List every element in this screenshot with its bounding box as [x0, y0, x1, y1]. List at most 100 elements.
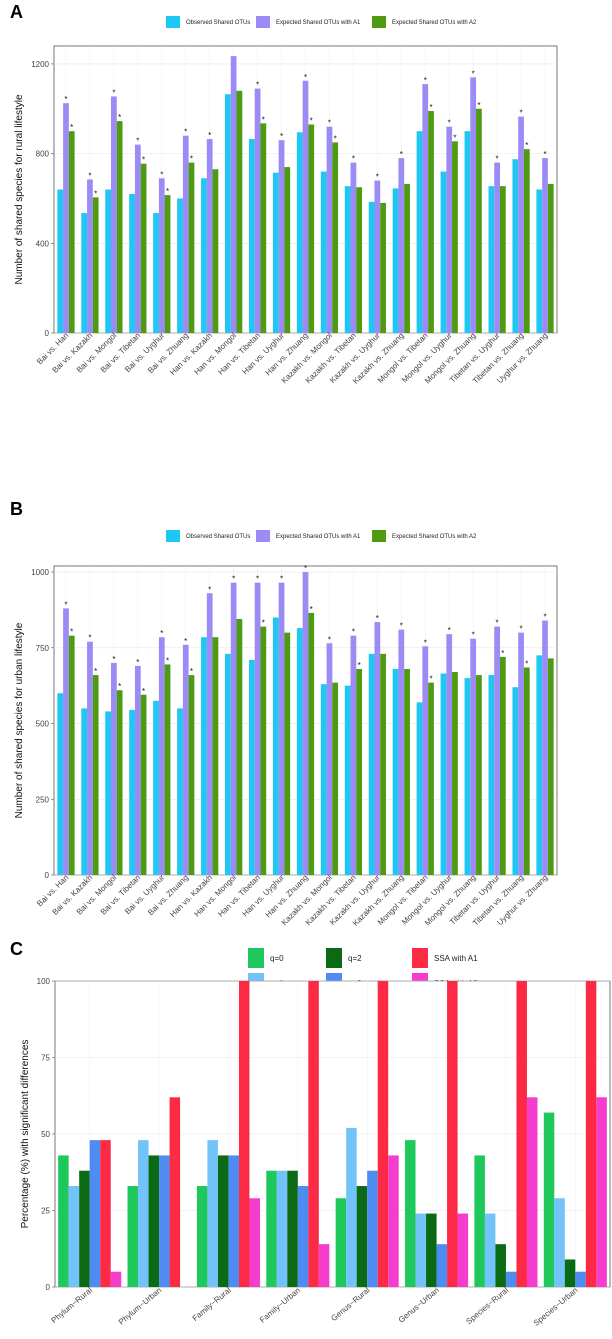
significance-star: *: [184, 128, 187, 137]
bar: [457, 1213, 469, 1287]
chart-panel-b: B Observed Shared OTUs Expected Shared OTU…: [10, 499, 558, 928]
bar: [405, 1140, 416, 1287]
significance-star: *: [448, 119, 451, 128]
bar: [416, 131, 423, 333]
bar: [356, 1186, 368, 1287]
bar: [284, 632, 291, 875]
x-tick-label: Han vs. Mongol: [192, 331, 238, 377]
bar: [254, 88, 261, 333]
significance-star: *: [208, 131, 211, 140]
bar: [536, 189, 543, 333]
bar: [368, 653, 375, 875]
bar: [254, 582, 261, 875]
bar: [404, 669, 410, 875]
legend-label: Expected Shared OTUs with A2: [392, 20, 477, 26]
bar: [278, 140, 285, 333]
bar: [494, 626, 500, 875]
bar: [105, 189, 112, 333]
bar: [238, 981, 250, 1287]
significance-star: *: [520, 625, 523, 634]
significance-star: *: [208, 585, 211, 594]
significance-star: *: [310, 605, 313, 614]
bar: [158, 637, 165, 875]
y-tick-label: 0: [46, 1283, 51, 1292]
bar: [230, 582, 237, 875]
bar: [207, 1140, 218, 1287]
significance-star: *: [496, 155, 499, 164]
y-axis-title: Number of shared species for urban lifes…: [14, 622, 25, 818]
y-axis-title: Number of shared species for rural lifes…: [14, 94, 25, 285]
significance-star: *: [520, 109, 523, 118]
bar: [585, 981, 597, 1287]
legend-label: q=2: [348, 954, 362, 963]
bar: [272, 172, 279, 333]
bar: [58, 1155, 69, 1287]
bar: [350, 635, 357, 875]
bar: [499, 656, 506, 875]
bar: [177, 708, 183, 875]
bar: [212, 169, 219, 333]
significance-star: *: [525, 659, 528, 668]
bar: [380, 653, 386, 875]
significance-star: *: [429, 675, 432, 684]
bar: [575, 1271, 586, 1287]
bar: [452, 672, 458, 875]
x-tick-label: Species−Urban: [532, 1286, 580, 1328]
bar: [470, 638, 477, 875]
bar: [296, 628, 303, 875]
bar: [111, 662, 117, 875]
significance-star: *: [160, 170, 163, 179]
significance-star: *: [262, 619, 265, 628]
bar: [447, 981, 458, 1287]
bar: [499, 186, 506, 333]
bar: [276, 1170, 288, 1287]
significance-star: *: [70, 628, 73, 637]
bar: [547, 658, 554, 875]
bar: [356, 669, 363, 875]
bar: [536, 655, 543, 875]
bar: [488, 186, 495, 333]
bar: [350, 162, 357, 333]
bar: [356, 187, 363, 333]
bar: [415, 1213, 427, 1287]
significance-star: *: [280, 132, 283, 141]
bar: [543, 1112, 555, 1287]
bar: [474, 1155, 485, 1287]
significance-star: *: [256, 575, 259, 584]
significance-star: *: [304, 73, 307, 82]
y-tick-label: 0: [45, 329, 50, 338]
bar: [512, 687, 519, 875]
bar: [428, 682, 434, 875]
bar: [308, 981, 319, 1287]
x-tick-label: Han vs. Kazakh: [168, 331, 214, 377]
significance-star: *: [376, 614, 379, 623]
bar: [63, 608, 69, 875]
x-tick-label: Family−Urban: [258, 1286, 302, 1325]
bar: [495, 1244, 506, 1287]
bar: [228, 1155, 239, 1287]
bar: [249, 1198, 260, 1287]
significance-star: *: [400, 622, 403, 631]
bar: [272, 617, 279, 875]
significance-star: *: [118, 113, 121, 122]
bar: [153, 213, 159, 333]
bar: [523, 667, 530, 875]
bar: [470, 77, 477, 333]
significance-star: *: [112, 88, 115, 97]
bar: [92, 197, 99, 333]
bar: [547, 183, 554, 333]
significance-star: *: [136, 137, 139, 146]
bar: [159, 1155, 170, 1287]
bar: [138, 1140, 149, 1287]
legend-swatch: [326, 948, 342, 968]
significance-star: *: [184, 637, 187, 646]
significance-star: *: [472, 69, 475, 78]
bar: [158, 178, 165, 333]
bar: [377, 981, 389, 1287]
bar: [129, 193, 135, 333]
bar: [388, 1155, 399, 1287]
significance-star: *: [142, 687, 145, 696]
bar: [436, 1244, 448, 1287]
bar: [542, 158, 548, 333]
legend-swatch: [412, 948, 428, 968]
